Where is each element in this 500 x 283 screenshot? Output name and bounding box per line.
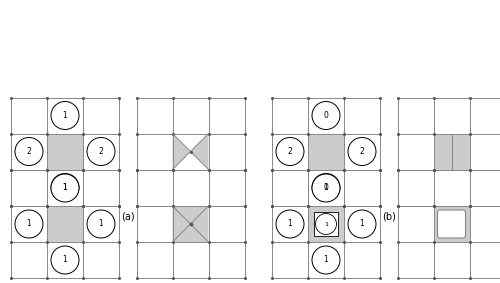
Text: 2: 2 xyxy=(98,147,103,156)
Circle shape xyxy=(87,210,115,238)
Circle shape xyxy=(312,102,340,130)
Circle shape xyxy=(15,138,43,166)
Polygon shape xyxy=(172,224,208,242)
Text: 1: 1 xyxy=(324,222,328,226)
Circle shape xyxy=(312,173,340,201)
Text: 1: 1 xyxy=(62,183,68,192)
Text: 1: 1 xyxy=(62,183,68,192)
Text: 1: 1 xyxy=(26,220,32,228)
Circle shape xyxy=(276,210,304,238)
Text: 2: 2 xyxy=(26,147,32,156)
FancyBboxPatch shape xyxy=(438,210,466,238)
Circle shape xyxy=(51,174,79,202)
Text: 1: 1 xyxy=(98,220,103,228)
Text: (b): (b) xyxy=(382,211,396,222)
Text: 1: 1 xyxy=(62,256,68,265)
Polygon shape xyxy=(172,206,190,242)
Polygon shape xyxy=(190,134,208,170)
Circle shape xyxy=(87,138,115,166)
Polygon shape xyxy=(172,206,208,224)
Text: 1: 1 xyxy=(360,220,364,228)
Text: 1: 1 xyxy=(324,183,328,192)
Polygon shape xyxy=(172,134,190,170)
Circle shape xyxy=(51,173,79,201)
Circle shape xyxy=(316,213,336,235)
Bar xyxy=(314,213,338,235)
Bar xyxy=(308,134,344,170)
Polygon shape xyxy=(190,206,208,242)
Text: 1: 1 xyxy=(324,256,328,265)
Bar xyxy=(308,206,344,242)
Text: 1: 1 xyxy=(288,220,292,228)
Text: 1: 1 xyxy=(62,111,68,120)
Circle shape xyxy=(51,246,79,274)
Circle shape xyxy=(276,138,304,166)
Bar xyxy=(47,134,83,170)
Circle shape xyxy=(312,174,340,202)
Bar xyxy=(434,206,470,242)
Text: (a): (a) xyxy=(121,211,134,222)
Text: 2: 2 xyxy=(288,147,292,156)
Circle shape xyxy=(348,138,376,166)
Text: 0: 0 xyxy=(324,111,328,120)
Bar xyxy=(434,134,470,170)
Text: 2: 2 xyxy=(360,147,364,156)
Circle shape xyxy=(348,210,376,238)
Circle shape xyxy=(312,246,340,274)
Circle shape xyxy=(51,102,79,130)
Text: 0: 0 xyxy=(324,183,328,192)
Bar xyxy=(47,206,83,242)
Circle shape xyxy=(15,210,43,238)
